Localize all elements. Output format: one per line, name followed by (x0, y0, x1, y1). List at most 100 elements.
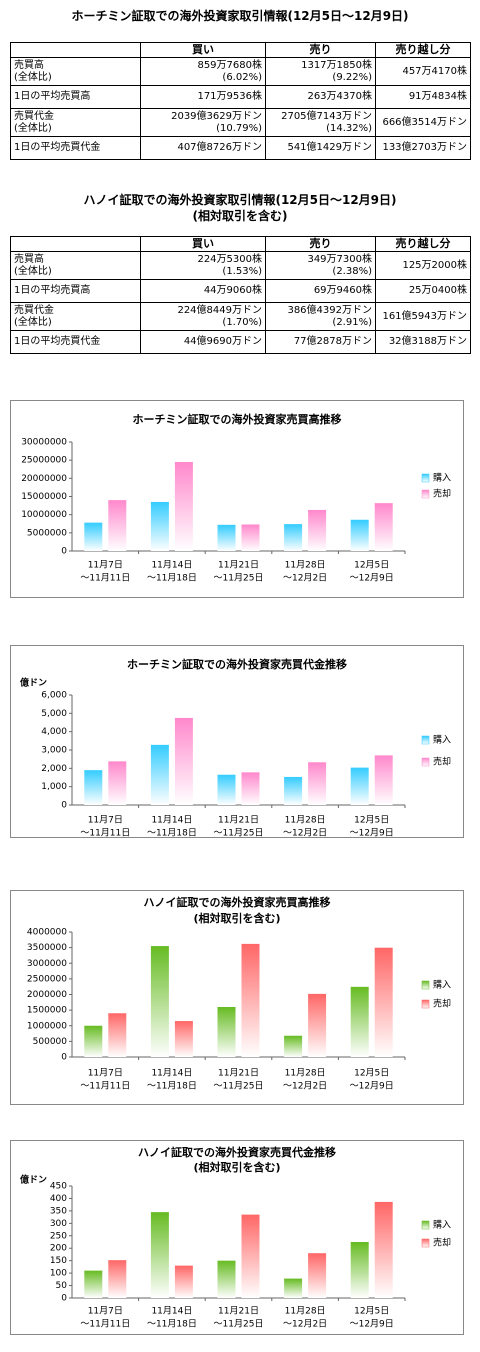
bar (174, 1265, 193, 1298)
y-tick-label: 20000000 (21, 474, 67, 484)
y-tick-label: 15000000 (21, 492, 67, 502)
bar (217, 1260, 236, 1298)
cell-line: (1.70%) (222, 316, 262, 328)
bar (241, 524, 260, 551)
cell-line: 125万2000株 (402, 259, 467, 271)
legend-swatch (421, 999, 430, 1009)
x-tick-label: 11月14日 (151, 1306, 192, 1317)
table-cell: 386億4392万ドン (2.91%) (265, 302, 376, 331)
row-label: 売買代金 (全体比) (10, 302, 141, 331)
data-table: 買い 売り 売り越し分 売買高 (全体比) 224万5300株 (1.53%) 349万730… (10, 236, 471, 354)
legend-swatch (421, 489, 430, 499)
bar (150, 744, 169, 805)
x-tick-label: ～12月9日 (350, 573, 394, 584)
x-tick-label: 11月7日 (88, 815, 123, 826)
header-corner (10, 236, 141, 252)
bar (84, 1270, 103, 1298)
table-cell: 161億5943万ドン (375, 302, 471, 331)
x-tick-label: 11月21日 (218, 815, 259, 826)
x-tick-label: 11月28日 (285, 1068, 326, 1079)
legend-label: 売却 (433, 1237, 451, 1249)
y-tick-label: 1000000 (27, 1021, 67, 1031)
y-tick-label: 300 (50, 1219, 67, 1229)
legend-label: 購入 (433, 734, 451, 746)
label-line: 売買代金 (14, 110, 54, 122)
legend-label: 売却 (433, 756, 451, 768)
header-cell: 買い (140, 42, 266, 58)
legend-swatch (421, 980, 430, 990)
cell-line: (14.32%) (326, 122, 372, 134)
y-tick-label: 3500000 (27, 943, 67, 953)
cell-line: 161億5943万ドン (382, 310, 467, 322)
table-cell: 457万4170株 (375, 57, 471, 86)
table-row: 売買高 (全体比) 224万5300株 (1.53%) 349万7300株 (2.38%)… (10, 251, 471, 280)
x-tick-label: 11月28日 (285, 1306, 326, 1317)
table-cell: 133億2703万ドン (375, 136, 471, 160)
x-tick-label: ～12月2日 (283, 828, 327, 839)
x-tick-label: ～11月25日 (214, 828, 264, 839)
cell-line: (2.38%) (332, 265, 372, 277)
bar (350, 767, 369, 805)
x-tick-label: ～11月25日 (214, 1081, 264, 1092)
y-tick-label: 5,000 (41, 709, 67, 719)
cell-line: 859万7680株 (197, 59, 262, 71)
cell-line: 91万4834株 (408, 91, 467, 102)
chart-title: ハノイ証取での海外投資家売買高推移 (144, 895, 331, 909)
x-tick-label: ～12月9日 (350, 1319, 394, 1330)
table-row: 1日の平均売買高 44万9060株 69万9460株 25万0400株 (10, 279, 471, 303)
bar (284, 524, 303, 551)
table-cell: 263万4370株 (265, 85, 376, 109)
x-tick-label: 11月14日 (151, 815, 192, 826)
cell-line: 457万4170株 (402, 65, 467, 77)
x-tick-label: ～11月18日 (147, 1319, 197, 1330)
x-tick-label: 12月5日 (354, 1068, 389, 1079)
legend-swatch (421, 1220, 430, 1230)
x-tick-label: 12月5日 (354, 1306, 389, 1317)
cell-line: 263万4370株 (307, 91, 372, 102)
bar (150, 1212, 169, 1298)
y-tick-label: 400 (50, 1194, 67, 1204)
y-tick-label: 0 (61, 1294, 67, 1304)
label-line: 売買高 (14, 59, 44, 71)
x-tick-label: 11月7日 (88, 1068, 123, 1079)
cell-line: (1.53%) (222, 265, 262, 277)
cell-line: 407億8726万ドン (177, 142, 262, 153)
y-tick-label: 25000000 (21, 456, 67, 466)
bar (217, 524, 236, 551)
table-cell: 349万7300株 (2.38%) (265, 251, 376, 280)
bar (108, 1260, 127, 1298)
y-tick-label: 0 (61, 547, 67, 557)
cell-line: 2705億7143万ドン (281, 110, 372, 122)
x-tick-label: 11月21日 (218, 560, 259, 571)
cell-line: 224億8449万ドン (177, 304, 262, 316)
y-tick-label: 250 (50, 1231, 67, 1241)
x-tick-label: ～11月25日 (214, 1319, 264, 1330)
table-row: 1日の平均売買代金 407億8726万ドン 541億1429万ドン 133億2703万… (10, 136, 471, 160)
x-tick-label: ～11月11日 (80, 1319, 130, 1330)
y-tick-label: 2500000 (27, 974, 67, 984)
table-cell: 1317万1850株 (9.22%) (265, 57, 376, 86)
x-tick-label: 11月7日 (88, 1306, 123, 1317)
header-row: 買い 売り 売り越し分 (10, 236, 471, 252)
row-label: 売買高 (全体比) (10, 57, 141, 86)
chart-subtitle: (相対取引を含む) (193, 911, 280, 925)
y-axis-label: 億ドン (20, 677, 47, 689)
table-cell: 407億8726万ドン (140, 136, 266, 160)
bar (84, 522, 103, 551)
bar (284, 1278, 303, 1298)
y-tick-label: 4000000 (27, 928, 67, 938)
label-line: (全体比) (14, 122, 52, 134)
bar (174, 1021, 193, 1057)
header-cell: 売り (265, 236, 376, 252)
y-tick-label: 0 (61, 801, 67, 811)
label-line: (全体比) (14, 71, 52, 83)
row-label: 1日の平均売買代金 (10, 330, 141, 354)
table-cell: 44万9060株 (140, 279, 266, 303)
data-table: 買い 売り 売り越し分 売買高 (全体比) 859万7680株 (6.02%) 1317万18… (10, 42, 471, 160)
label-line: (全体比) (14, 316, 52, 328)
cell-line: 2039億3629万ドン (171, 110, 262, 122)
x-tick-label: 12月5日 (354, 815, 389, 826)
bar (217, 774, 236, 805)
chart: ホーチミン証取での海外投資家売買高推移 0 5000000 10000000 15000… (10, 400, 464, 598)
table-cell: 44億9690万ドン (140, 330, 266, 354)
